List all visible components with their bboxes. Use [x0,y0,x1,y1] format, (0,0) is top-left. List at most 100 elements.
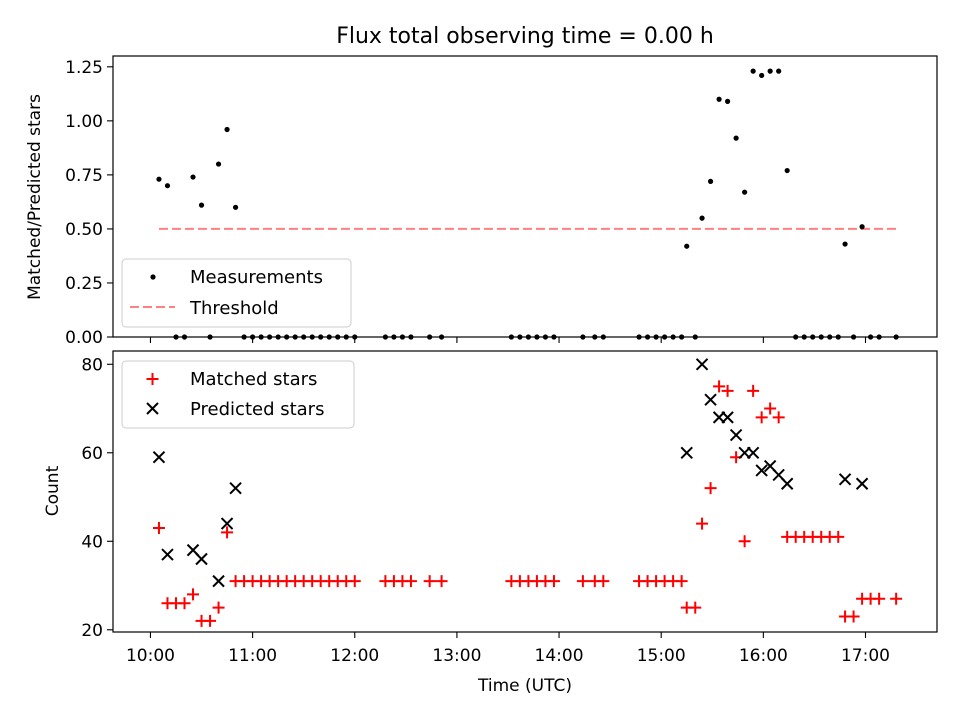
count-y-tick-label: 20 [81,621,103,641]
legend-matched-marker [146,373,159,385]
matched-point [675,575,688,588]
matched-point [704,482,717,495]
count-y-tick-label: 40 [81,532,103,552]
legend-measurements-label: Measurements [190,267,323,288]
matched-point [738,535,751,548]
matched-point [204,614,217,627]
count-y-tick-label: 60 [81,444,103,464]
measurement-point [198,202,205,208]
measurement-point [759,72,765,79]
ratio-marks [156,68,899,340]
matched-point [713,380,726,393]
matched-point [832,530,845,543]
count-x-tick-label: 15:00 [637,646,686,666]
legend-threshold-label: Threshold [189,298,279,319]
matched-point [221,526,234,539]
matched-point [187,588,200,601]
predicted-point [212,574,225,588]
predicted-point [721,411,734,424]
legend-predicted-label: Predicted stars [190,399,324,420]
predicted-point [704,393,717,406]
matched-point [755,411,768,424]
predicted-point [229,481,242,495]
count-x-tick-label: 11:00 [228,646,277,666]
measurement-point [707,178,714,184]
count-axis-ticks: 10:00 11:00 12:00 13:00 14:00 15:00 16:00 17:00… [81,355,890,666]
x-axis-label: Time (UTC) [477,676,572,696]
matched-point [721,384,734,397]
matched-point [847,610,860,623]
predicted-point [746,446,760,459]
ratio-plot-frame [112,55,938,338]
predicted-point [729,428,743,442]
matched-point [178,597,191,610]
ratio-y-tick-label: 0.00 [65,328,103,348]
measurement-point [842,241,848,247]
predicted-point [161,548,174,561]
measurement-point [733,135,739,141]
matched-point [689,601,702,614]
predicted-point [838,473,852,486]
matched-point [423,575,436,588]
matched-point [576,575,589,588]
measurement-point [716,96,722,102]
count-x-tick-label: 16:00 [739,646,788,666]
ratio-y-tick-label: 1.00 [65,112,103,132]
figure-title: Flux total observing time = 0.00 h [336,24,714,49]
ratio-legend-box [121,258,352,328]
measurement-point [784,167,790,174]
measurement-point [156,176,162,182]
matched-point [747,384,760,397]
count-x-tick-label: 14:00 [535,646,584,666]
count-plot-frame [112,350,938,633]
matched-point [597,575,610,588]
matched-point [696,517,709,530]
legend-measurements-marker [150,274,156,280]
matched-point [348,575,361,588]
count-panel: 10:00 11:00 12:00 13:00 14:00 15:00 16:00 17:00… [43,350,938,696]
count-legend-box [121,360,355,429]
matched-point [890,592,903,605]
count-x-tick-label: 17:00 [841,646,890,666]
predicted-point [220,517,234,530]
measurement-point [164,183,171,189]
measurement-point [684,243,690,249]
measurement-point [724,98,731,104]
measurement-point [776,68,782,74]
ratio-y-tick-label: 0.50 [65,220,103,240]
measurement-point [190,174,196,180]
count-x-tick-label: 12:00 [330,646,379,666]
measurement-point [224,126,230,133]
matched-point [772,411,785,424]
ratio-axis-ticks: 0.00 0.25 0.50 0.75 1.00 1.25 [65,58,867,348]
predicted-point [780,477,794,490]
predicted-point [695,358,709,371]
count-x-tick-label: 13:00 [432,646,481,666]
predicted-point [195,552,208,566]
count-x-tick-label: 10:00 [126,646,175,666]
matched-point [212,601,225,614]
measurement-point [750,68,756,74]
count-y-axis-label: Count [43,465,63,516]
count-legend: Matched stars Predicted stars [121,360,355,429]
predicted-point [680,446,693,459]
ratio-y-tick-label: 1.25 [65,58,103,78]
legend-matched-label: Matched stars [190,369,317,390]
predicted-point [855,477,869,490]
matched-point [764,402,777,415]
matched-point [404,575,417,588]
measurement-point [859,224,865,230]
matched-point [547,575,560,588]
ratio-y-tick-label: 0.75 [65,166,103,186]
ratio-panel: 0.00 0.25 0.50 0.75 1.00 1.25 Matched/Predict… [25,55,938,348]
measurement-point [742,189,748,195]
ratio-y-axis-label: Matched/Predicted stars [25,94,45,300]
predicted-point [755,464,768,477]
ratio-y-tick-label: 0.25 [65,274,103,294]
count-y-tick-label: 80 [81,355,103,375]
predicted-point [152,450,166,464]
matched-point [435,575,448,588]
matched-point [152,522,165,535]
